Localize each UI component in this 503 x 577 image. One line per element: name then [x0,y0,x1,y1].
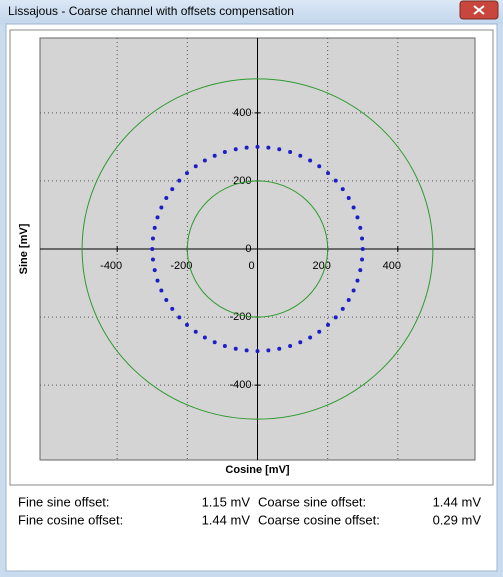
data-point [298,153,303,158]
data-point [358,225,363,230]
x-tick-label: 0 [248,260,254,272]
data-point [277,346,282,351]
offset-value: 1.15 mV [202,494,251,509]
data-point [308,335,313,340]
reference-circle [186,180,329,318]
data-point [150,257,155,262]
data-point [152,268,157,273]
data-point [355,278,360,283]
data-point [233,346,238,351]
offset-value: 1.44 mV [433,494,482,509]
data-point [244,145,249,150]
data-point [164,298,169,303]
title-bar [0,0,503,24]
data-point [355,215,360,220]
data-point [193,164,198,169]
offset-value: 0.29 mV [433,512,482,527]
data-point [202,335,207,340]
data-point [308,158,313,163]
data-point [233,147,238,152]
offset-value: 1.44 mV [202,512,251,527]
y-tick-label: 200 [233,175,251,187]
data-point [288,150,293,155]
data-point [266,145,271,150]
data-point [159,288,164,293]
x-tick-label: 200 [312,260,330,272]
data-point [326,171,331,176]
data-point [288,343,293,348]
y-tick-label: 400 [233,107,251,119]
data-point [255,144,260,149]
data-point [184,322,189,327]
x-axis-label: Cosine [mV] [225,464,290,476]
data-point [184,171,189,176]
data-point [317,329,322,334]
data-point [266,348,271,353]
close-icon [473,5,485,15]
data-point [244,348,249,353]
x-tick-label: -400 [100,260,122,272]
data-point [255,349,260,354]
data-point [150,236,155,241]
offset-label: Fine cosine offset: [18,512,123,527]
data-point [346,195,351,200]
data-point [358,268,363,273]
data-point [212,153,217,158]
data-point [360,257,365,262]
data-point [333,178,338,183]
data-point [346,298,351,303]
window-title: Lissajous - Coarse channel with offsets … [8,4,294,18]
data-point [212,340,217,345]
data-point [170,187,175,192]
data-point [177,178,182,183]
data-point [150,247,155,251]
data-point [202,158,207,163]
data-point [177,315,182,320]
offset-label: Coarse sine offset: [258,494,366,509]
data-point [298,340,303,345]
data-point [164,195,169,200]
data-point [351,205,356,210]
data-point [360,247,365,251]
data-point [222,343,227,348]
data-point [155,215,160,220]
y-tick-label: -400 [229,379,251,391]
data-point [155,278,160,283]
data-point [340,306,345,311]
offset-label: Fine sine offset: [18,494,110,509]
offset-label: Coarse cosine offset: [258,512,380,527]
data-point [351,288,356,293]
data-point [170,306,175,311]
x-tick-label: 400 [383,260,401,272]
reference-circle [81,78,434,420]
x-tick-label: -200 [170,260,192,272]
data-point [317,164,322,169]
y-axis-label: Sine [mV] [18,223,30,274]
data-point [333,315,338,320]
data-point [222,150,227,155]
data-point [193,329,198,334]
data-point [326,322,331,327]
data-point [340,187,345,192]
data-point [159,205,164,210]
data-point [152,225,157,230]
data-point [360,236,365,241]
data-point [277,147,282,152]
